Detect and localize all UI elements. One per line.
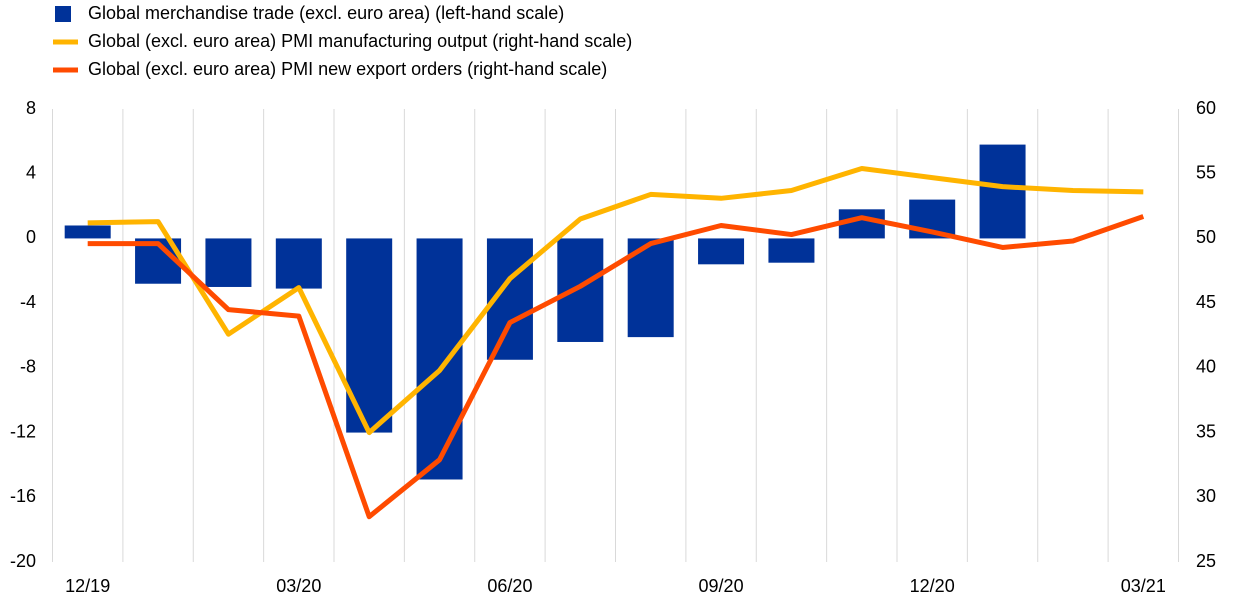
y2-tick-label: 35 (1196, 421, 1216, 441)
y-tick-label: -12 (10, 421, 36, 441)
x-tick-label: 12/19 (65, 576, 110, 596)
bar (205, 238, 252, 287)
y2-tick-label: 55 (1196, 162, 1216, 182)
legend-label: Global merchandise trade (excl. euro are… (88, 3, 564, 23)
x-tick-label: 03/20 (276, 576, 321, 596)
y-tick-label: 8 (26, 98, 36, 118)
y-tick-label: -8 (20, 357, 36, 377)
bar (416, 238, 463, 480)
bar (768, 238, 815, 263)
legend-label: Global (excl. euro area) PMI new export … (88, 59, 607, 79)
y-tick-label: -20 (10, 551, 36, 571)
y2-tick-label: 60 (1196, 98, 1216, 118)
bar (979, 144, 1026, 239)
y2-tick-label: 25 (1196, 551, 1216, 571)
bar (275, 238, 322, 289)
y2-tick-label: 50 (1196, 227, 1216, 247)
y-tick-label: 0 (26, 227, 36, 247)
y2-tick-label: 40 (1196, 357, 1216, 377)
x-tick-label: 06/20 (487, 576, 532, 596)
y2-tick-label: 45 (1196, 292, 1216, 312)
bar (557, 238, 604, 342)
y2-tick-label: 30 (1196, 486, 1216, 506)
legend-swatch (55, 6, 71, 22)
x-tick-label: 09/20 (699, 576, 744, 596)
y-tick-label: 4 (26, 162, 36, 182)
bar (64, 225, 111, 239)
legend-label: Global (excl. euro area) PMI manufacturi… (88, 31, 632, 51)
x-tick-label: 12/20 (910, 576, 955, 596)
bar (698, 238, 745, 265)
x-tick-label: 03/21 (1121, 576, 1166, 596)
line (87, 214, 1145, 520)
y-tick-label: -4 (20, 292, 36, 312)
y-tick-label: -16 (10, 486, 36, 506)
